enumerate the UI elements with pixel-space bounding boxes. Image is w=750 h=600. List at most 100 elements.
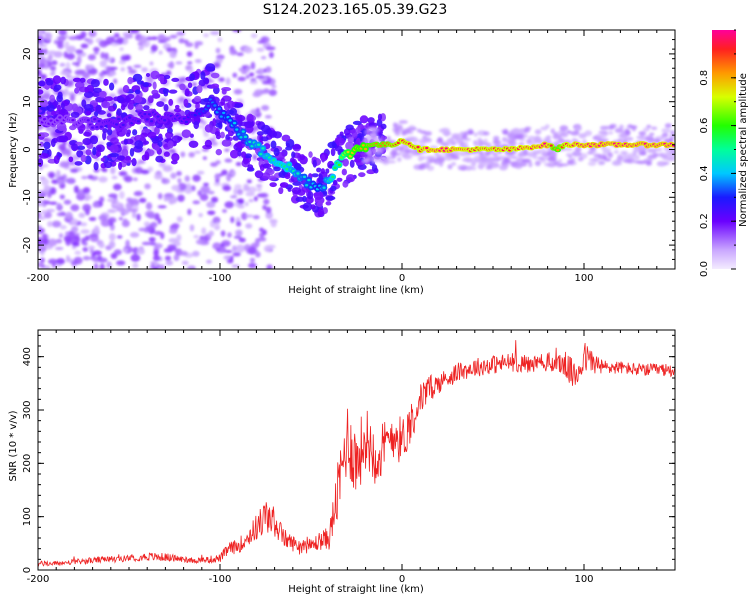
colorbar-tick-label: 0.0 <box>699 261 710 277</box>
noise-cell <box>129 232 140 238</box>
noise-cell <box>268 51 274 59</box>
band-cell <box>52 75 62 85</box>
band-cell <box>299 154 306 161</box>
band-cell <box>244 153 252 159</box>
band-cell <box>268 175 277 181</box>
noise-cell <box>47 238 58 247</box>
band-cell <box>103 161 113 169</box>
band-cell <box>193 95 202 102</box>
noise-cell <box>87 245 96 250</box>
band-cell <box>142 140 150 145</box>
noise-cell <box>112 202 120 207</box>
haze-cell <box>586 151 595 155</box>
band-cell <box>116 95 125 103</box>
ridge-core-cell <box>38 116 42 119</box>
ridge-core-cell <box>337 163 341 167</box>
haze-cell <box>511 128 521 133</box>
haze-cell <box>362 137 369 144</box>
haze-cell <box>473 132 478 137</box>
band-cell <box>126 129 131 135</box>
noise-cell <box>38 193 47 198</box>
noise-cell <box>77 69 86 74</box>
haze-cell <box>444 140 454 145</box>
noise-cell <box>171 223 180 229</box>
band-cell <box>189 73 196 81</box>
noise-cell <box>248 262 257 269</box>
noise-cell <box>200 185 211 193</box>
haze-cell <box>559 125 569 132</box>
band-cell <box>345 124 354 131</box>
band-cell <box>72 77 82 83</box>
haze-cell <box>392 122 398 128</box>
noise-cell <box>133 191 142 197</box>
noise-cell <box>42 238 50 246</box>
haze-cell <box>604 125 611 130</box>
haze-cell <box>386 136 391 141</box>
band-cell <box>196 84 203 94</box>
noise-cell <box>265 211 273 220</box>
noise-cell <box>150 44 158 52</box>
haze-cell <box>456 139 465 145</box>
band-cell <box>38 80 46 87</box>
noise-cell <box>98 242 105 249</box>
colorbar-tick-label: 0.6 <box>699 118 710 134</box>
band-cell <box>39 152 49 159</box>
band-cell <box>154 126 160 135</box>
band-cell <box>188 140 199 148</box>
band-cell <box>339 131 344 137</box>
noise-cell <box>86 65 93 70</box>
haze-cell <box>457 165 465 169</box>
noise-cell <box>82 71 90 79</box>
haze-cell <box>577 156 584 162</box>
noise-cell <box>265 46 276 51</box>
band-cell <box>367 117 375 124</box>
noise-cell <box>248 72 255 77</box>
haze-cell <box>483 157 493 163</box>
noise-cell <box>136 213 141 221</box>
noise-cell <box>108 240 116 249</box>
haze-cell <box>510 155 518 160</box>
haze-cell <box>636 160 647 165</box>
band-cell <box>193 120 200 130</box>
noise-cell <box>153 249 159 257</box>
band-cell <box>84 86 90 93</box>
x-tick-label: -200 <box>27 574 50 585</box>
noise-cell <box>125 239 130 248</box>
noise-cell <box>176 216 183 223</box>
noise-cell <box>38 37 42 44</box>
noise-cell <box>237 198 245 205</box>
noise-cell <box>169 50 177 59</box>
noise-cell <box>243 46 253 54</box>
band-cell <box>373 167 379 174</box>
noise-cell <box>206 201 216 209</box>
noise-cell <box>217 37 223 43</box>
band-cell <box>129 147 135 157</box>
band-cell <box>102 131 107 141</box>
band-cell <box>135 103 144 111</box>
band-cell <box>68 156 74 163</box>
noise-cell <box>83 241 88 247</box>
noise-cell <box>73 232 81 236</box>
noise-cell <box>98 176 108 183</box>
haze-cell <box>386 160 396 164</box>
y-tick-label: 200 <box>22 454 33 473</box>
ridge-core-cell <box>213 104 217 107</box>
noise-cell <box>57 179 64 185</box>
noise-cell <box>65 148 72 157</box>
band-cell <box>287 187 292 192</box>
noise-cell <box>65 61 71 70</box>
noise-cell <box>110 166 116 175</box>
noise-cell <box>82 203 92 212</box>
noise-cell <box>246 179 252 184</box>
noise-cell <box>143 221 151 227</box>
noise-cell <box>202 120 207 126</box>
haze-cell <box>545 135 552 139</box>
band-cell <box>345 141 355 151</box>
band-cell <box>254 170 264 179</box>
noise-cell <box>140 169 150 174</box>
band-cell <box>142 82 150 88</box>
noise-cell <box>157 218 162 225</box>
haze-cell <box>648 154 653 159</box>
y-tick-label: 0 <box>22 567 33 573</box>
noise-cell <box>47 258 58 265</box>
